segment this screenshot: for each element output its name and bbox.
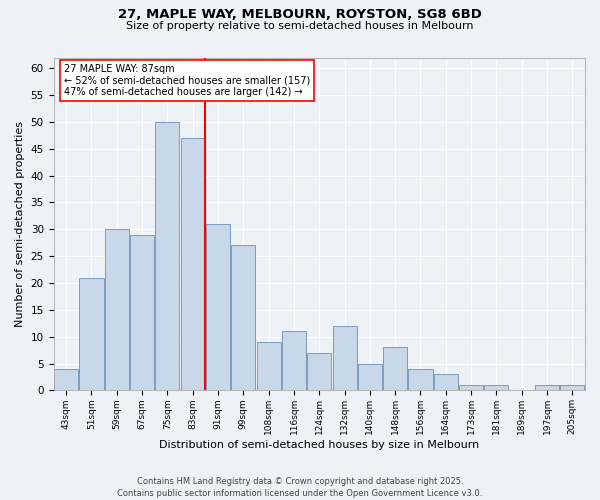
Text: 27, MAPLE WAY, MELBOURN, ROYSTON, SG8 6BD: 27, MAPLE WAY, MELBOURN, ROYSTON, SG8 6B…: [118, 8, 482, 20]
Bar: [409, 369, 433, 390]
Bar: [307, 353, 331, 391]
Bar: [560, 385, 584, 390]
Bar: [54, 369, 78, 390]
Bar: [232, 246, 256, 390]
Bar: [484, 385, 508, 390]
Y-axis label: Number of semi-detached properties: Number of semi-detached properties: [15, 121, 25, 327]
Bar: [535, 385, 559, 390]
Bar: [459, 385, 483, 390]
Bar: [383, 348, 407, 391]
X-axis label: Distribution of semi-detached houses by size in Melbourn: Distribution of semi-detached houses by …: [159, 440, 479, 450]
Bar: [332, 326, 356, 390]
Bar: [206, 224, 230, 390]
Bar: [181, 138, 205, 390]
Bar: [282, 332, 306, 390]
Bar: [434, 374, 458, 390]
Bar: [130, 234, 154, 390]
Bar: [79, 278, 104, 390]
Bar: [105, 230, 129, 390]
Text: Contains HM Land Registry data © Crown copyright and database right 2025.
Contai: Contains HM Land Registry data © Crown c…: [118, 476, 482, 498]
Bar: [155, 122, 179, 390]
Text: 27 MAPLE WAY: 87sqm
← 52% of semi-detached houses are smaller (157)
47% of semi-: 27 MAPLE WAY: 87sqm ← 52% of semi-detach…: [64, 64, 310, 98]
Bar: [358, 364, 382, 390]
Text: Size of property relative to semi-detached houses in Melbourn: Size of property relative to semi-detach…: [126, 21, 474, 31]
Bar: [257, 342, 281, 390]
